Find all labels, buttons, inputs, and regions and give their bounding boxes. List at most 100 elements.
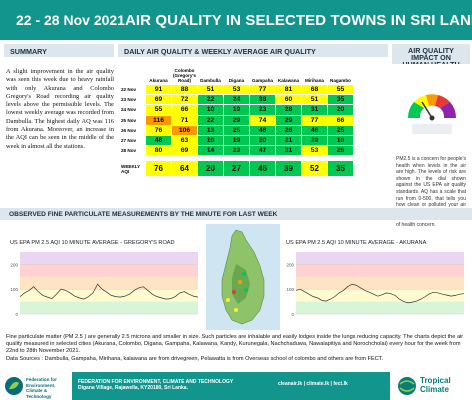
aqi-cell: 77 bbox=[250, 85, 275, 95]
fect-leaf-icon bbox=[5, 377, 23, 395]
y-tick-label: 100 bbox=[286, 287, 294, 292]
websites[interactable]: cleanair.lk | climate.lk | fect.lk bbox=[278, 381, 348, 387]
aqi-band bbox=[20, 264, 198, 277]
aqi-cell: 19 bbox=[224, 136, 249, 146]
aqi-cell: 53 bbox=[224, 85, 249, 95]
aqi-cell: 31 bbox=[276, 146, 301, 156]
table-row: 26 Nov 76 106 13 25 46 26 46 25 bbox=[119, 125, 353, 136]
town-header: Colombo (Gregory's Road) bbox=[172, 68, 197, 83]
town-header: Akurana bbox=[149, 78, 168, 83]
aqi-band bbox=[20, 301, 198, 314]
aqi-cell: 23 bbox=[250, 105, 275, 115]
table-row: 28 Nov 80 69 14 23 47 31 53 26 bbox=[119, 146, 353, 156]
series-line bbox=[295, 283, 465, 304]
table-row: 27 Nov 48 63 10 19 20 21 39 16 bbox=[119, 136, 353, 146]
aqi-cell: 10 bbox=[198, 105, 223, 115]
town-header: Nagambo bbox=[330, 78, 351, 83]
marker-icon bbox=[234, 308, 238, 312]
town-header: Mirihana bbox=[305, 78, 324, 83]
aqi-cell: 26 bbox=[328, 146, 353, 156]
aqi-cell: 20 bbox=[328, 105, 353, 115]
aqi-cell: 22 bbox=[198, 95, 223, 105]
aqi-cell: 106 bbox=[172, 125, 197, 136]
fect-logo-text: Federation for Environment, Climate & Te… bbox=[26, 377, 57, 399]
y-tick-label: 100 bbox=[10, 287, 18, 292]
aqi-cell: 81 bbox=[276, 85, 301, 95]
date-label: 26 Nov bbox=[121, 127, 137, 133]
daily-heading: DAILY AIR QUALITY & WEEKLY AVERAGE AIR Q… bbox=[118, 44, 388, 57]
right-chart-title: US EPA PM 2.5 AQI 10 MINUTE AVERAGE - AK… bbox=[286, 240, 427, 246]
aqi-band bbox=[296, 264, 464, 277]
aqi-cell: 14 bbox=[198, 146, 223, 156]
org-location: Digana Village, Rajawella, KY20180, Sri … bbox=[78, 385, 188, 391]
aqi-cell: 88 bbox=[172, 85, 197, 95]
aqi-band bbox=[296, 276, 464, 290]
aqi-cell: 24 bbox=[224, 95, 249, 105]
weekly-aqi-cell: 27 bbox=[224, 161, 249, 177]
aqi-cell: 66 bbox=[172, 105, 197, 115]
tropical-climate-logo: Tropical Climate bbox=[390, 372, 472, 400]
aqi-cell: 31 bbox=[302, 105, 327, 115]
aqi-cell: 76 bbox=[146, 125, 171, 136]
aqi-cell: 69 bbox=[172, 146, 197, 156]
aqi-cell: 80 bbox=[146, 146, 171, 156]
aqi-dial-icon bbox=[407, 94, 457, 134]
observed-heading: OBSERVED FINE PARTICULATE MEASUREMENTS B… bbox=[0, 208, 472, 220]
aqi-cell: 72 bbox=[172, 95, 197, 105]
globe-icon bbox=[398, 377, 416, 395]
aqi-cell: 68 bbox=[302, 85, 327, 95]
aqi-cell: 26 bbox=[276, 125, 301, 136]
aqi-cell: 29 bbox=[224, 115, 249, 125]
aqi-cell: 19 bbox=[224, 105, 249, 115]
table-row: 23 Nov 69 72 22 24 38 60 51 35 bbox=[119, 95, 353, 105]
marker-icon bbox=[226, 298, 230, 302]
footer-notes: Fine particulate matter (PM 2.5 ) are ge… bbox=[6, 334, 468, 363]
aqi-cell: 116 bbox=[146, 115, 171, 125]
aqi-cell: 25 bbox=[328, 125, 353, 136]
date-label: 23 Nov bbox=[121, 97, 137, 103]
date-label: 27 Nov bbox=[121, 138, 137, 144]
aqi-cell: 74 bbox=[250, 115, 275, 125]
aqi-cell: 23 bbox=[224, 146, 249, 156]
aqi-cell: 69 bbox=[146, 95, 171, 105]
table-row: 22 Nov 91 88 51 53 77 81 68 55 bbox=[119, 85, 353, 95]
aqi-cell: 46 bbox=[302, 125, 327, 136]
org-name: FEDERATION FOR ENVIRONMENT, CLIMATE AND … bbox=[78, 379, 234, 385]
sri-lanka-map bbox=[206, 224, 280, 330]
date-label: 25 Nov bbox=[121, 117, 137, 123]
pm25-description: Fine particulate matter (PM 2.5 ) are ge… bbox=[6, 334, 464, 355]
aqi-cell: 66 bbox=[328, 115, 353, 125]
aqi-cell: 71 bbox=[172, 115, 197, 125]
aqi-cell: 53 bbox=[302, 146, 327, 156]
y-tick-label: 0 bbox=[15, 312, 18, 317]
health-heading: AIR QUALITY IMPACT ON HUMAN HEALTH bbox=[392, 44, 470, 64]
aqi-cell: 16 bbox=[328, 136, 353, 146]
y-tick-label: 0 bbox=[291, 312, 294, 317]
aqi-cell: 47 bbox=[250, 146, 275, 156]
gregorys-road-chart: 200 100 0 bbox=[10, 252, 199, 317]
weekly-aqi-cell: 64 bbox=[172, 161, 197, 177]
data-sources: Data Sources : Dambulla, Gampaha, Miriha… bbox=[6, 355, 384, 362]
town-header: Dambulla bbox=[200, 78, 221, 83]
summary-text: A slight improvement in the air quality … bbox=[6, 68, 114, 150]
weekly-aqi-cell: 20 bbox=[198, 161, 223, 177]
aqi-cell: 25 bbox=[224, 125, 249, 136]
weekly-aqi-cell: 76 bbox=[146, 161, 171, 177]
aqi-band bbox=[20, 289, 198, 302]
aqi-band bbox=[296, 301, 464, 314]
aqi-cell: 10 bbox=[198, 136, 223, 146]
weekly-row: WEEKLY AQI 76 64 20 27 46 39 52 35 bbox=[119, 161, 353, 177]
aqi-cell: 21 bbox=[276, 136, 301, 146]
week-date: 22 - 28 Nov 2021 bbox=[16, 12, 125, 28]
page-title: AIR QUALITY IN SELECTED TOWNS IN SRI LAN… bbox=[124, 11, 472, 29]
town-header: Kalawana bbox=[277, 78, 300, 83]
table-row: 25 Nov 116 71 22 29 74 29 77 66 bbox=[119, 115, 353, 125]
aqi-cell: 63 bbox=[172, 136, 197, 146]
left-chart-title: US EPA PM 2.5 AQI 10 MINUTE AVERAGE - GR… bbox=[10, 240, 175, 246]
tropical-climate-text: Tropical Climate bbox=[420, 376, 451, 394]
date-label: 22 Nov bbox=[121, 87, 137, 92]
tc-line1: Tropical bbox=[420, 376, 451, 385]
date-label: 24 Nov bbox=[121, 107, 137, 113]
y-tick-label: 200 bbox=[10, 262, 18, 267]
